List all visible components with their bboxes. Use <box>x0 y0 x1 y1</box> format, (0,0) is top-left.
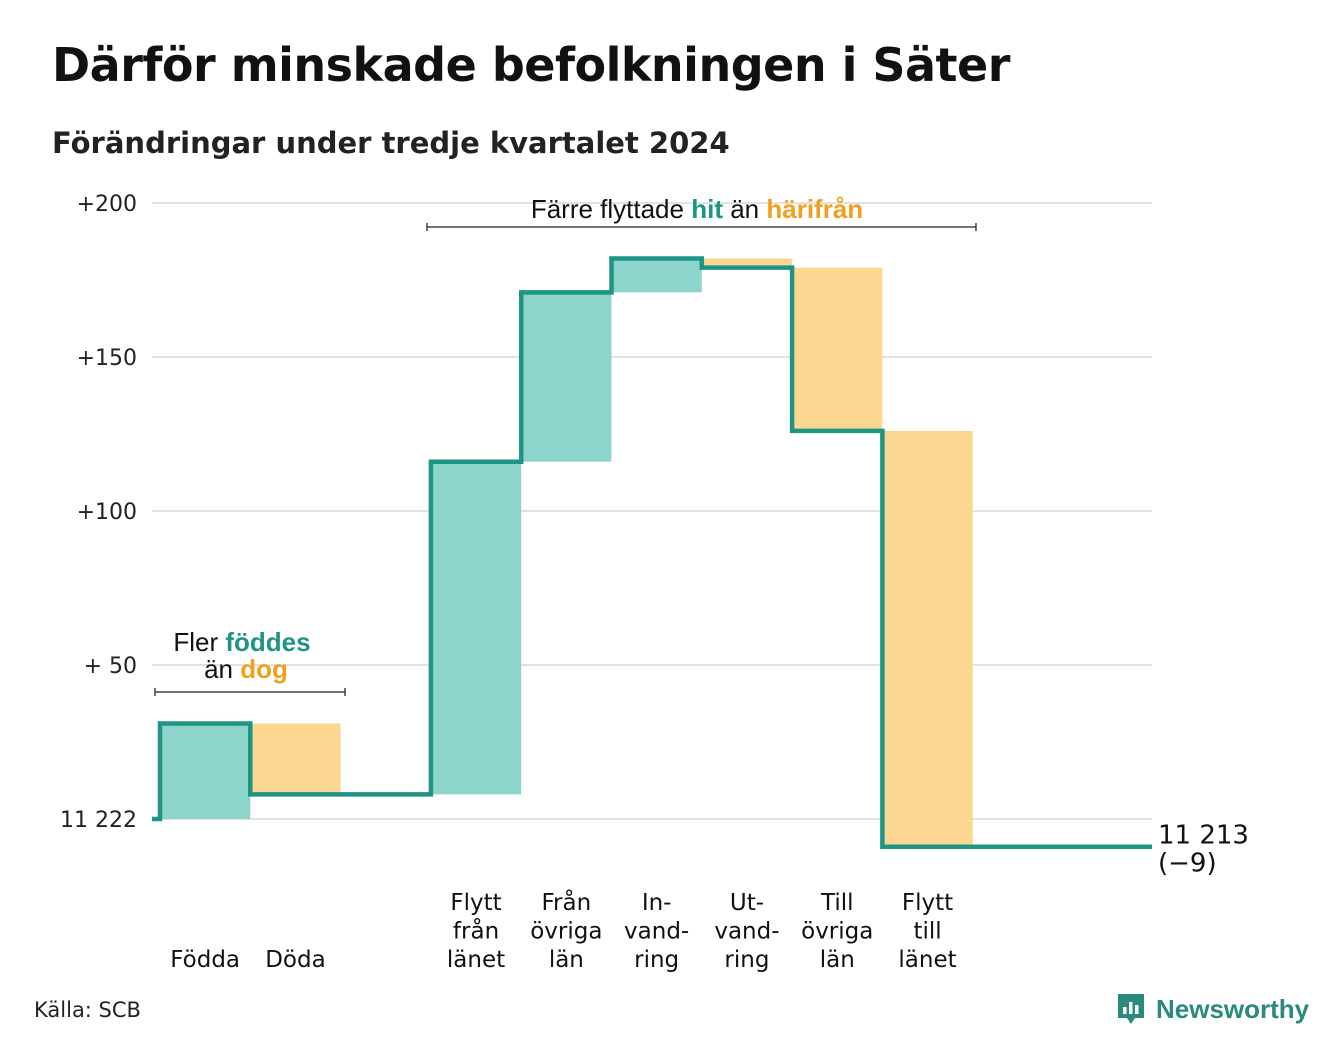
newsworthy-logo-icon <box>1118 994 1144 1024</box>
y-tick-label: +200 <box>77 192 137 217</box>
annotation-text: Färre flyttade hit än härifrån <box>531 194 863 224</box>
decrease-bar <box>702 258 793 268</box>
end-value-label: 11 213 <box>1158 821 1249 851</box>
category-label: övriga <box>801 919 873 945</box>
category-label: Till <box>820 890 854 916</box>
y-tick-label: +100 <box>77 500 137 525</box>
brand-logo: Newsworthy <box>1116 992 1309 1026</box>
category-label: län <box>820 947 855 973</box>
category-label: länet <box>898 947 956 973</box>
category-label: vand- <box>624 919 689 945</box>
category-label: län <box>549 947 584 973</box>
category-label: länet <box>447 947 505 973</box>
category-label: Döda <box>265 947 325 973</box>
increase-bar <box>431 461 522 795</box>
running-total-line <box>152 256 1152 849</box>
brand-name: Newsworthy <box>1156 993 1310 1024</box>
category-label: Från <box>542 888 592 916</box>
category-label: In- <box>642 890 672 916</box>
decrease-bar <box>883 430 973 847</box>
annotation-bracket <box>154 688 346 696</box>
category-label: från <box>453 917 499 945</box>
source-note: Källa: SCB <box>34 998 141 1022</box>
y-tick-label: 11 222 <box>60 808 137 833</box>
category-label: vand- <box>714 919 779 945</box>
end-change-label: (−9) <box>1158 849 1217 879</box>
increase-bar <box>161 723 251 819</box>
category-label: Födda <box>170 947 240 973</box>
annotation-text: än dog <box>204 654 288 684</box>
y-tick-label: +150 <box>77 346 137 371</box>
decrease-bar <box>251 723 341 795</box>
decrease-bar <box>793 267 883 431</box>
increase-bar <box>522 292 612 462</box>
category-label: Flytt <box>450 890 501 916</box>
annotation-text: Fler föddes <box>173 627 310 657</box>
chart-title: Därför minskade befolkningen i Säter <box>52 38 1010 92</box>
category-label: Ut- <box>730 890 764 916</box>
annotation-bracket <box>426 223 977 231</box>
y-tick-label: + 50 <box>84 654 137 679</box>
category-label: till <box>913 919 941 945</box>
category-label: övriga <box>530 919 602 945</box>
category-label: Flytt <box>902 890 953 916</box>
category-label: ring <box>724 947 769 973</box>
chart-subtitle: Förändringar under tredje kvartalet 2024 <box>52 126 730 160</box>
increase-bar <box>612 258 702 293</box>
category-label: ring <box>634 947 679 973</box>
